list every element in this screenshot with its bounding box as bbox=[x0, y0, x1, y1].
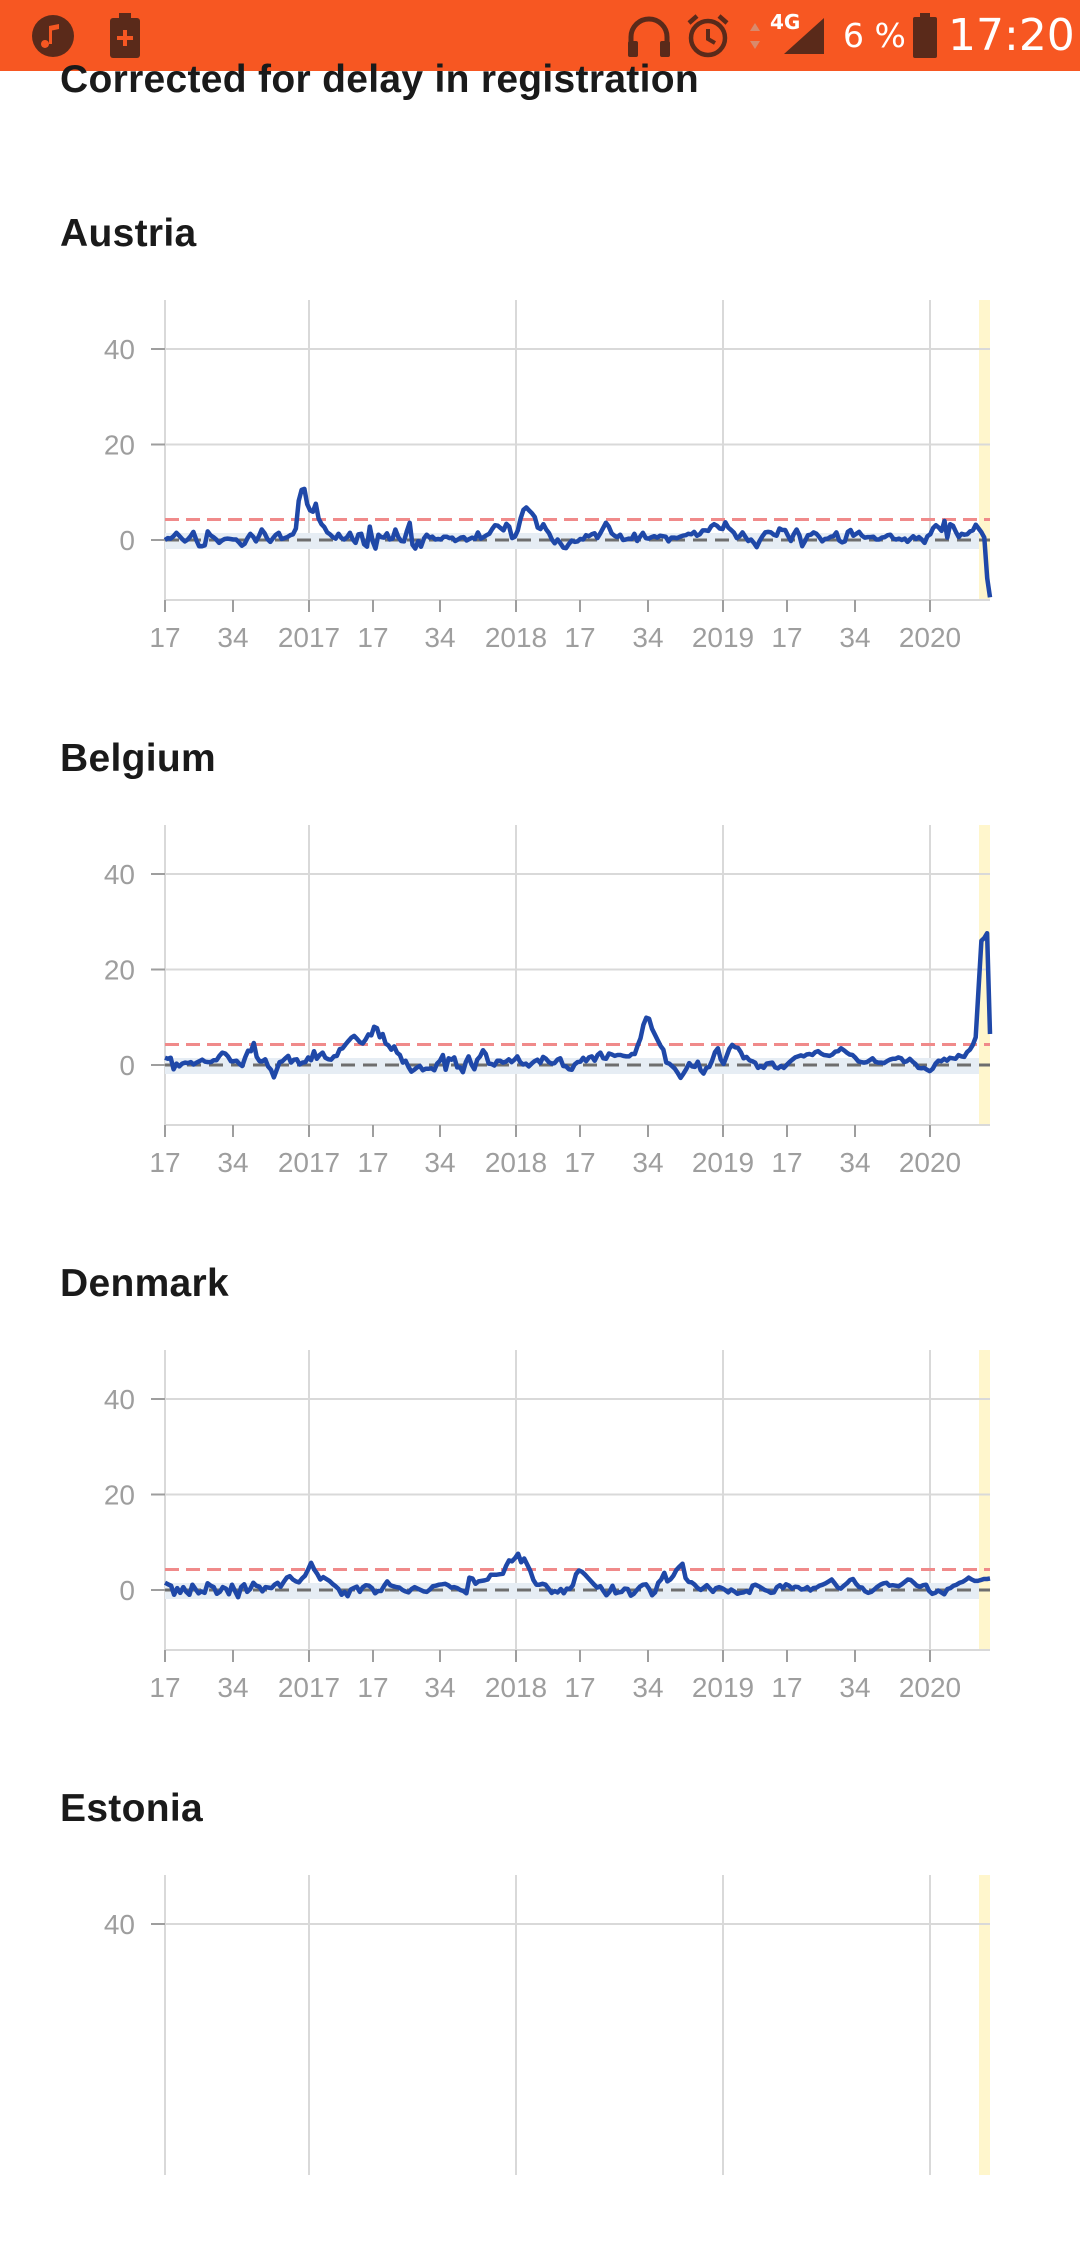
signal-icon bbox=[782, 0, 826, 71]
y-tick-label: 20 bbox=[104, 955, 135, 986]
x-tick-label: 2020 bbox=[899, 1672, 961, 1703]
series-line bbox=[163, 486, 993, 598]
battery-saver-icon bbox=[108, 0, 142, 71]
x-tick-label: 17 bbox=[564, 1147, 595, 1178]
x-tick-label: 17 bbox=[771, 1147, 802, 1178]
alarm-clock-icon bbox=[685, 0, 731, 71]
x-tick-label: 17 bbox=[149, 622, 180, 653]
x-tick-label: 17 bbox=[771, 622, 802, 653]
page-subtitle: Corrected for delay in registration bbox=[60, 58, 699, 101]
y-tick-label: 0 bbox=[119, 1050, 135, 1081]
data-arrows-icon bbox=[748, 0, 762, 71]
x-tick-label: 17 bbox=[357, 1147, 388, 1178]
x-tick-label: 34 bbox=[839, 622, 870, 653]
x-tick-label: 17 bbox=[564, 1672, 595, 1703]
chart-austria: 40 20 0 17 34 2017 17 34 2018 17 34 2019 17 34 2020 bbox=[104, 300, 993, 653]
clock-time: 17:20 bbox=[948, 10, 1075, 61]
x-tick-label: 2019 bbox=[692, 622, 754, 653]
series-line bbox=[164, 930, 993, 1081]
network-type-label: 4G bbox=[770, 9, 801, 34]
x-tick-label: 2019 bbox=[692, 1147, 754, 1178]
x-tick-label: 17 bbox=[357, 622, 388, 653]
x-tick-label: 34 bbox=[217, 1147, 248, 1178]
x-tick-label: 17 bbox=[149, 1672, 180, 1703]
highlight-band bbox=[979, 1350, 990, 1650]
x-tick-label: 34 bbox=[424, 1147, 455, 1178]
y-tick-label: 40 bbox=[104, 1909, 135, 1940]
x-tick-label: 2017 bbox=[278, 622, 340, 653]
x-tick-label: 17 bbox=[564, 622, 595, 653]
y-tick-label: 40 bbox=[104, 859, 135, 890]
y-tick-label: 20 bbox=[104, 1480, 135, 1511]
country-title-estonia: Estonia bbox=[60, 1787, 203, 1830]
x-tick-label: 34 bbox=[424, 1672, 455, 1703]
highlight-band bbox=[979, 1875, 990, 2175]
chart-estonia: 40 bbox=[104, 1875, 990, 2175]
y-tick-label: 40 bbox=[104, 1384, 135, 1415]
music-note-icon bbox=[30, 0, 76, 71]
headphones-icon bbox=[625, 0, 673, 71]
highlight-band bbox=[979, 825, 990, 1125]
x-tick-label: 34 bbox=[217, 622, 248, 653]
x-tick-label: 34 bbox=[217, 1672, 248, 1703]
country-title-belgium: Belgium bbox=[60, 737, 216, 780]
x-tick-label: 17 bbox=[357, 1672, 388, 1703]
series-line bbox=[163, 1551, 991, 1600]
x-tick-label: 2017 bbox=[278, 1147, 340, 1178]
x-tick-label: 2019 bbox=[692, 1672, 754, 1703]
y-tick-label: 40 bbox=[104, 334, 135, 365]
y-tick-label: 0 bbox=[119, 525, 135, 556]
x-tick-label: 2018 bbox=[485, 1672, 547, 1703]
x-tick-label: 34 bbox=[839, 1672, 870, 1703]
x-tick-label: 2017 bbox=[278, 1672, 340, 1703]
x-tick-label: 34 bbox=[632, 1147, 663, 1178]
x-tick-label: 17 bbox=[771, 1672, 802, 1703]
x-tick-label: 2018 bbox=[485, 1147, 547, 1178]
status-bar: 4G 6 % 17:20 bbox=[0, 0, 1080, 71]
x-tick-label: 17 bbox=[149, 1147, 180, 1178]
x-tick-label: 2020 bbox=[899, 622, 961, 653]
chart-denmark: 40 20 0 17 34 2017 17 34 2018 17 34 2019 17 34 2020 bbox=[104, 1350, 991, 1703]
x-tick-label: 34 bbox=[632, 622, 663, 653]
y-tick-label: 20 bbox=[104, 430, 135, 461]
y-tick-label: 0 bbox=[119, 1575, 135, 1606]
highlight-band bbox=[979, 300, 990, 600]
chart-belgium: 40 20 0 17 34 2017 17 34 2018 17 34 2019 17 34 2020 bbox=[104, 825, 993, 1178]
x-tick-label: 34 bbox=[839, 1147, 870, 1178]
country-title-austria: Austria bbox=[60, 212, 197, 255]
x-tick-label: 2018 bbox=[485, 622, 547, 653]
x-tick-label: 34 bbox=[632, 1672, 663, 1703]
x-tick-label: 2020 bbox=[899, 1147, 961, 1178]
battery-percent: 6 % bbox=[843, 16, 906, 55]
x-tick-label: 34 bbox=[424, 622, 455, 653]
battery-icon bbox=[912, 0, 938, 71]
country-title-denmark: Denmark bbox=[60, 1262, 230, 1305]
